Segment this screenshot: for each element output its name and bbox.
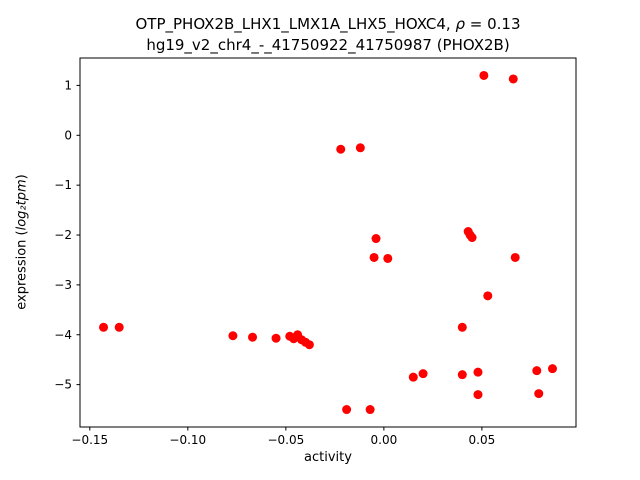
data-point (114, 322, 124, 332)
data-point (383, 253, 393, 263)
data-point (457, 370, 467, 380)
y-tick-label: −5 (54, 378, 72, 392)
data-point (473, 390, 483, 400)
x-tick-label: −0.15 (71, 433, 108, 447)
data-point (342, 405, 352, 415)
data-point (355, 143, 365, 153)
data-point (336, 144, 346, 154)
data-point (408, 372, 418, 382)
data-point (532, 366, 542, 376)
data-point (467, 233, 477, 243)
rho-symbol: ρ (455, 15, 465, 33)
y-tick-label: 1 (64, 78, 72, 92)
data-point (473, 367, 483, 377)
y-tick-label: −3 (54, 278, 72, 292)
x-axis-label: activity (304, 450, 352, 465)
data-point (99, 322, 109, 332)
data-point (304, 340, 314, 350)
axes-frame (79, 57, 577, 428)
x-tick-label: −0.05 (267, 433, 304, 447)
chart-title-text: OTP_PHOX2B_LHX1_LMX1A_LHX5_HOXC4, (135, 15, 456, 33)
data-point (547, 364, 557, 374)
y-tick-label: −4 (54, 328, 72, 342)
data-point (483, 291, 493, 301)
y-tick-label: 0 (64, 128, 72, 142)
data-point (418, 369, 428, 379)
x-tick-label: 0.00 (371, 433, 398, 447)
y-tick-label: −1 (54, 178, 72, 192)
y-axis-label: expression (log₂tpm) (15, 174, 30, 309)
x-tick-label: 0.05 (469, 433, 496, 447)
data-point (271, 333, 281, 343)
data-point (508, 74, 518, 84)
y-axis-label-prefix: expression ( (14, 230, 30, 310)
data-point (457, 322, 467, 332)
y-tick-label: −2 (54, 228, 72, 242)
data-point (479, 70, 489, 80)
data-point (534, 389, 544, 399)
chart-title-line1: OTP_PHOX2B_LHX1_LMX1A_LHX5_HOXC4, ρ = 0.… (8, 15, 640, 33)
data-point (248, 332, 258, 342)
chart-title-rho-value: = 0.13 (464, 15, 521, 33)
x-tick-label: −0.10 (169, 433, 206, 447)
data-point (228, 331, 238, 341)
data-point (510, 252, 520, 262)
data-point (371, 234, 381, 244)
data-point (369, 252, 379, 262)
data-point (365, 405, 375, 415)
y-axis-label-suffix: ) (14, 174, 30, 180)
chart-title-line2: hg19_v2_chr4_-_41750922_41750987 (PHOX2B… (146, 36, 510, 54)
y-axis-label-math: log₂tpm (14, 179, 30, 231)
